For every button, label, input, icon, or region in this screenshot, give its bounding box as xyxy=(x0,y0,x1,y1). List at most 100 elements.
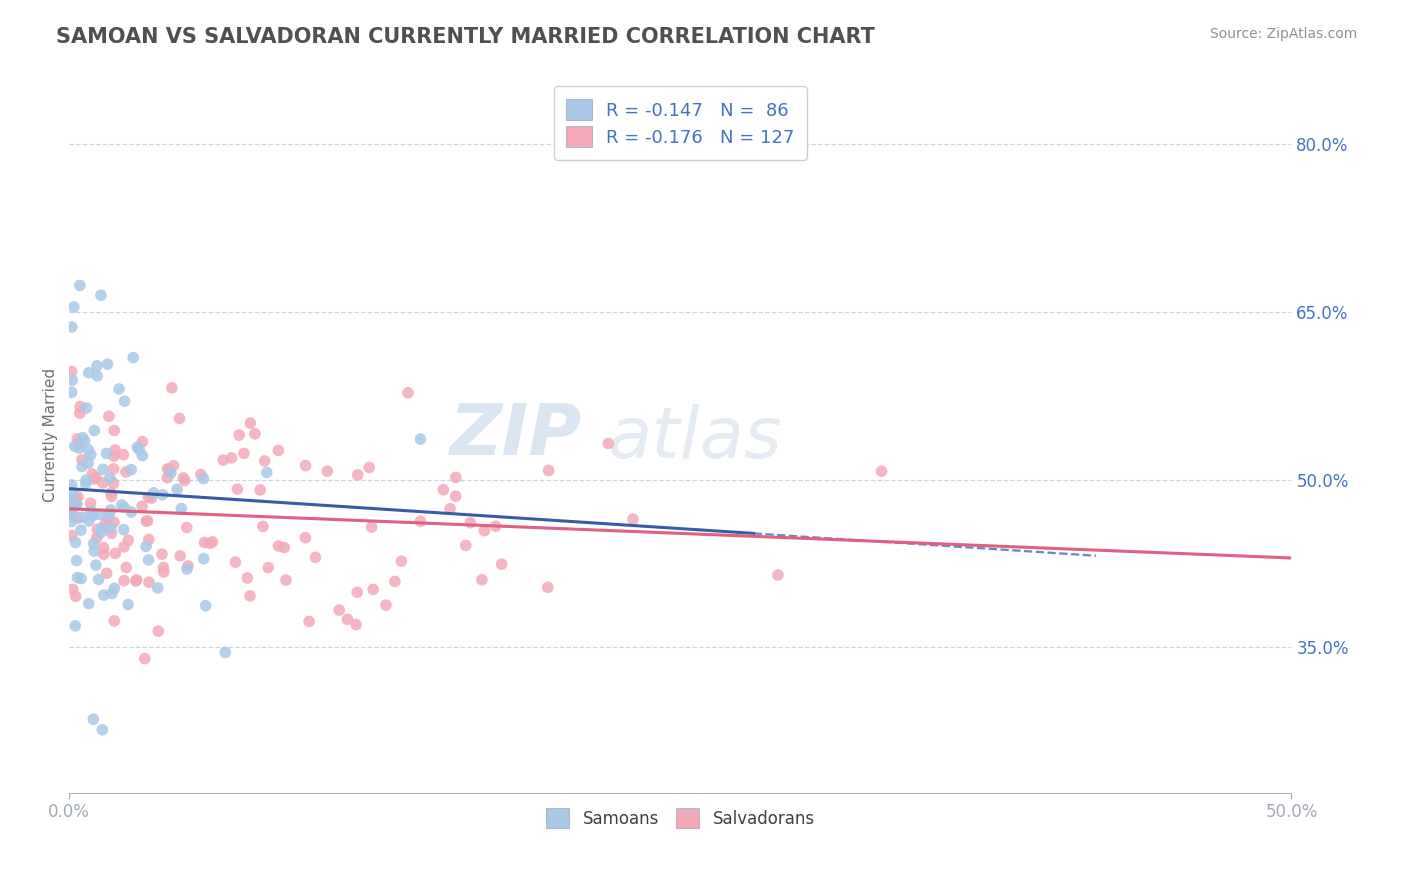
Point xyxy=(100,486,122,500)
Point xyxy=(83,424,105,438)
Point xyxy=(79,496,101,510)
Point xyxy=(621,512,644,526)
Point xyxy=(134,651,156,665)
Point xyxy=(236,571,259,585)
Point xyxy=(125,573,148,587)
Point xyxy=(103,462,125,476)
Point xyxy=(257,560,280,574)
Point xyxy=(97,357,120,371)
Point xyxy=(409,432,432,446)
Point xyxy=(97,409,120,424)
Point xyxy=(72,431,94,445)
Text: Source: ZipAtlas.com: Source: ZipAtlas.com xyxy=(1209,27,1357,41)
Point xyxy=(166,483,188,497)
Point xyxy=(491,558,513,572)
Point xyxy=(93,588,115,602)
Point xyxy=(63,439,86,453)
Point xyxy=(439,501,461,516)
Point xyxy=(267,539,290,553)
Point xyxy=(125,574,148,588)
Point xyxy=(243,426,266,441)
Point xyxy=(98,471,121,485)
Point xyxy=(96,446,118,460)
Point xyxy=(104,442,127,457)
Point xyxy=(176,520,198,534)
Point xyxy=(170,501,193,516)
Point xyxy=(152,560,174,574)
Point xyxy=(193,551,215,566)
Point xyxy=(66,432,89,446)
Point xyxy=(73,434,96,448)
Point xyxy=(70,572,93,586)
Point xyxy=(90,288,112,302)
Point xyxy=(598,436,620,450)
Point xyxy=(77,366,100,380)
Point xyxy=(103,449,125,463)
Point xyxy=(91,462,114,476)
Point xyxy=(67,511,90,525)
Point xyxy=(117,598,139,612)
Point xyxy=(294,531,316,545)
Point xyxy=(80,448,103,462)
Point xyxy=(156,471,179,485)
Point xyxy=(96,513,118,527)
Point xyxy=(60,528,83,542)
Point xyxy=(62,498,84,512)
Text: SAMOAN VS SALVADORAN CURRENTLY MARRIED CORRELATION CHART: SAMOAN VS SALVADORAN CURRENTLY MARRIED C… xyxy=(56,27,875,46)
Point xyxy=(138,553,160,567)
Point xyxy=(135,514,157,528)
Point xyxy=(93,541,115,555)
Point xyxy=(432,483,454,497)
Point xyxy=(146,581,169,595)
Point xyxy=(177,558,200,573)
Point xyxy=(103,476,125,491)
Point xyxy=(232,446,254,460)
Point xyxy=(389,554,412,568)
Point xyxy=(90,521,112,535)
Point xyxy=(474,524,496,538)
Point xyxy=(471,573,494,587)
Point xyxy=(172,471,194,485)
Point xyxy=(359,460,381,475)
Point xyxy=(60,491,83,505)
Point xyxy=(253,454,276,468)
Point xyxy=(346,585,368,599)
Point xyxy=(409,514,432,528)
Point xyxy=(60,385,83,400)
Point xyxy=(96,566,118,581)
Point xyxy=(60,320,83,334)
Point xyxy=(252,519,274,533)
Point xyxy=(114,394,136,409)
Point xyxy=(70,452,93,467)
Legend: Samoans, Salvadorans: Samoans, Salvadorans xyxy=(540,802,821,834)
Point xyxy=(62,300,84,314)
Point xyxy=(122,351,145,365)
Point xyxy=(83,536,105,550)
Point xyxy=(86,368,108,383)
Point xyxy=(361,582,384,597)
Point xyxy=(75,473,97,487)
Point xyxy=(77,442,100,457)
Point xyxy=(537,464,560,478)
Point xyxy=(870,464,893,478)
Point xyxy=(60,515,83,529)
Point xyxy=(294,458,316,473)
Point xyxy=(60,373,83,387)
Point xyxy=(67,441,90,455)
Point xyxy=(83,472,105,486)
Point xyxy=(212,453,235,467)
Point xyxy=(128,442,150,457)
Point xyxy=(117,533,139,548)
Point xyxy=(86,359,108,373)
Point xyxy=(336,612,359,626)
Point xyxy=(120,505,142,519)
Point xyxy=(169,549,191,563)
Point xyxy=(173,474,195,488)
Point xyxy=(77,456,100,470)
Point xyxy=(201,534,224,549)
Point xyxy=(60,485,83,500)
Point xyxy=(766,568,789,582)
Point xyxy=(135,540,157,554)
Point xyxy=(69,400,91,414)
Point xyxy=(256,466,278,480)
